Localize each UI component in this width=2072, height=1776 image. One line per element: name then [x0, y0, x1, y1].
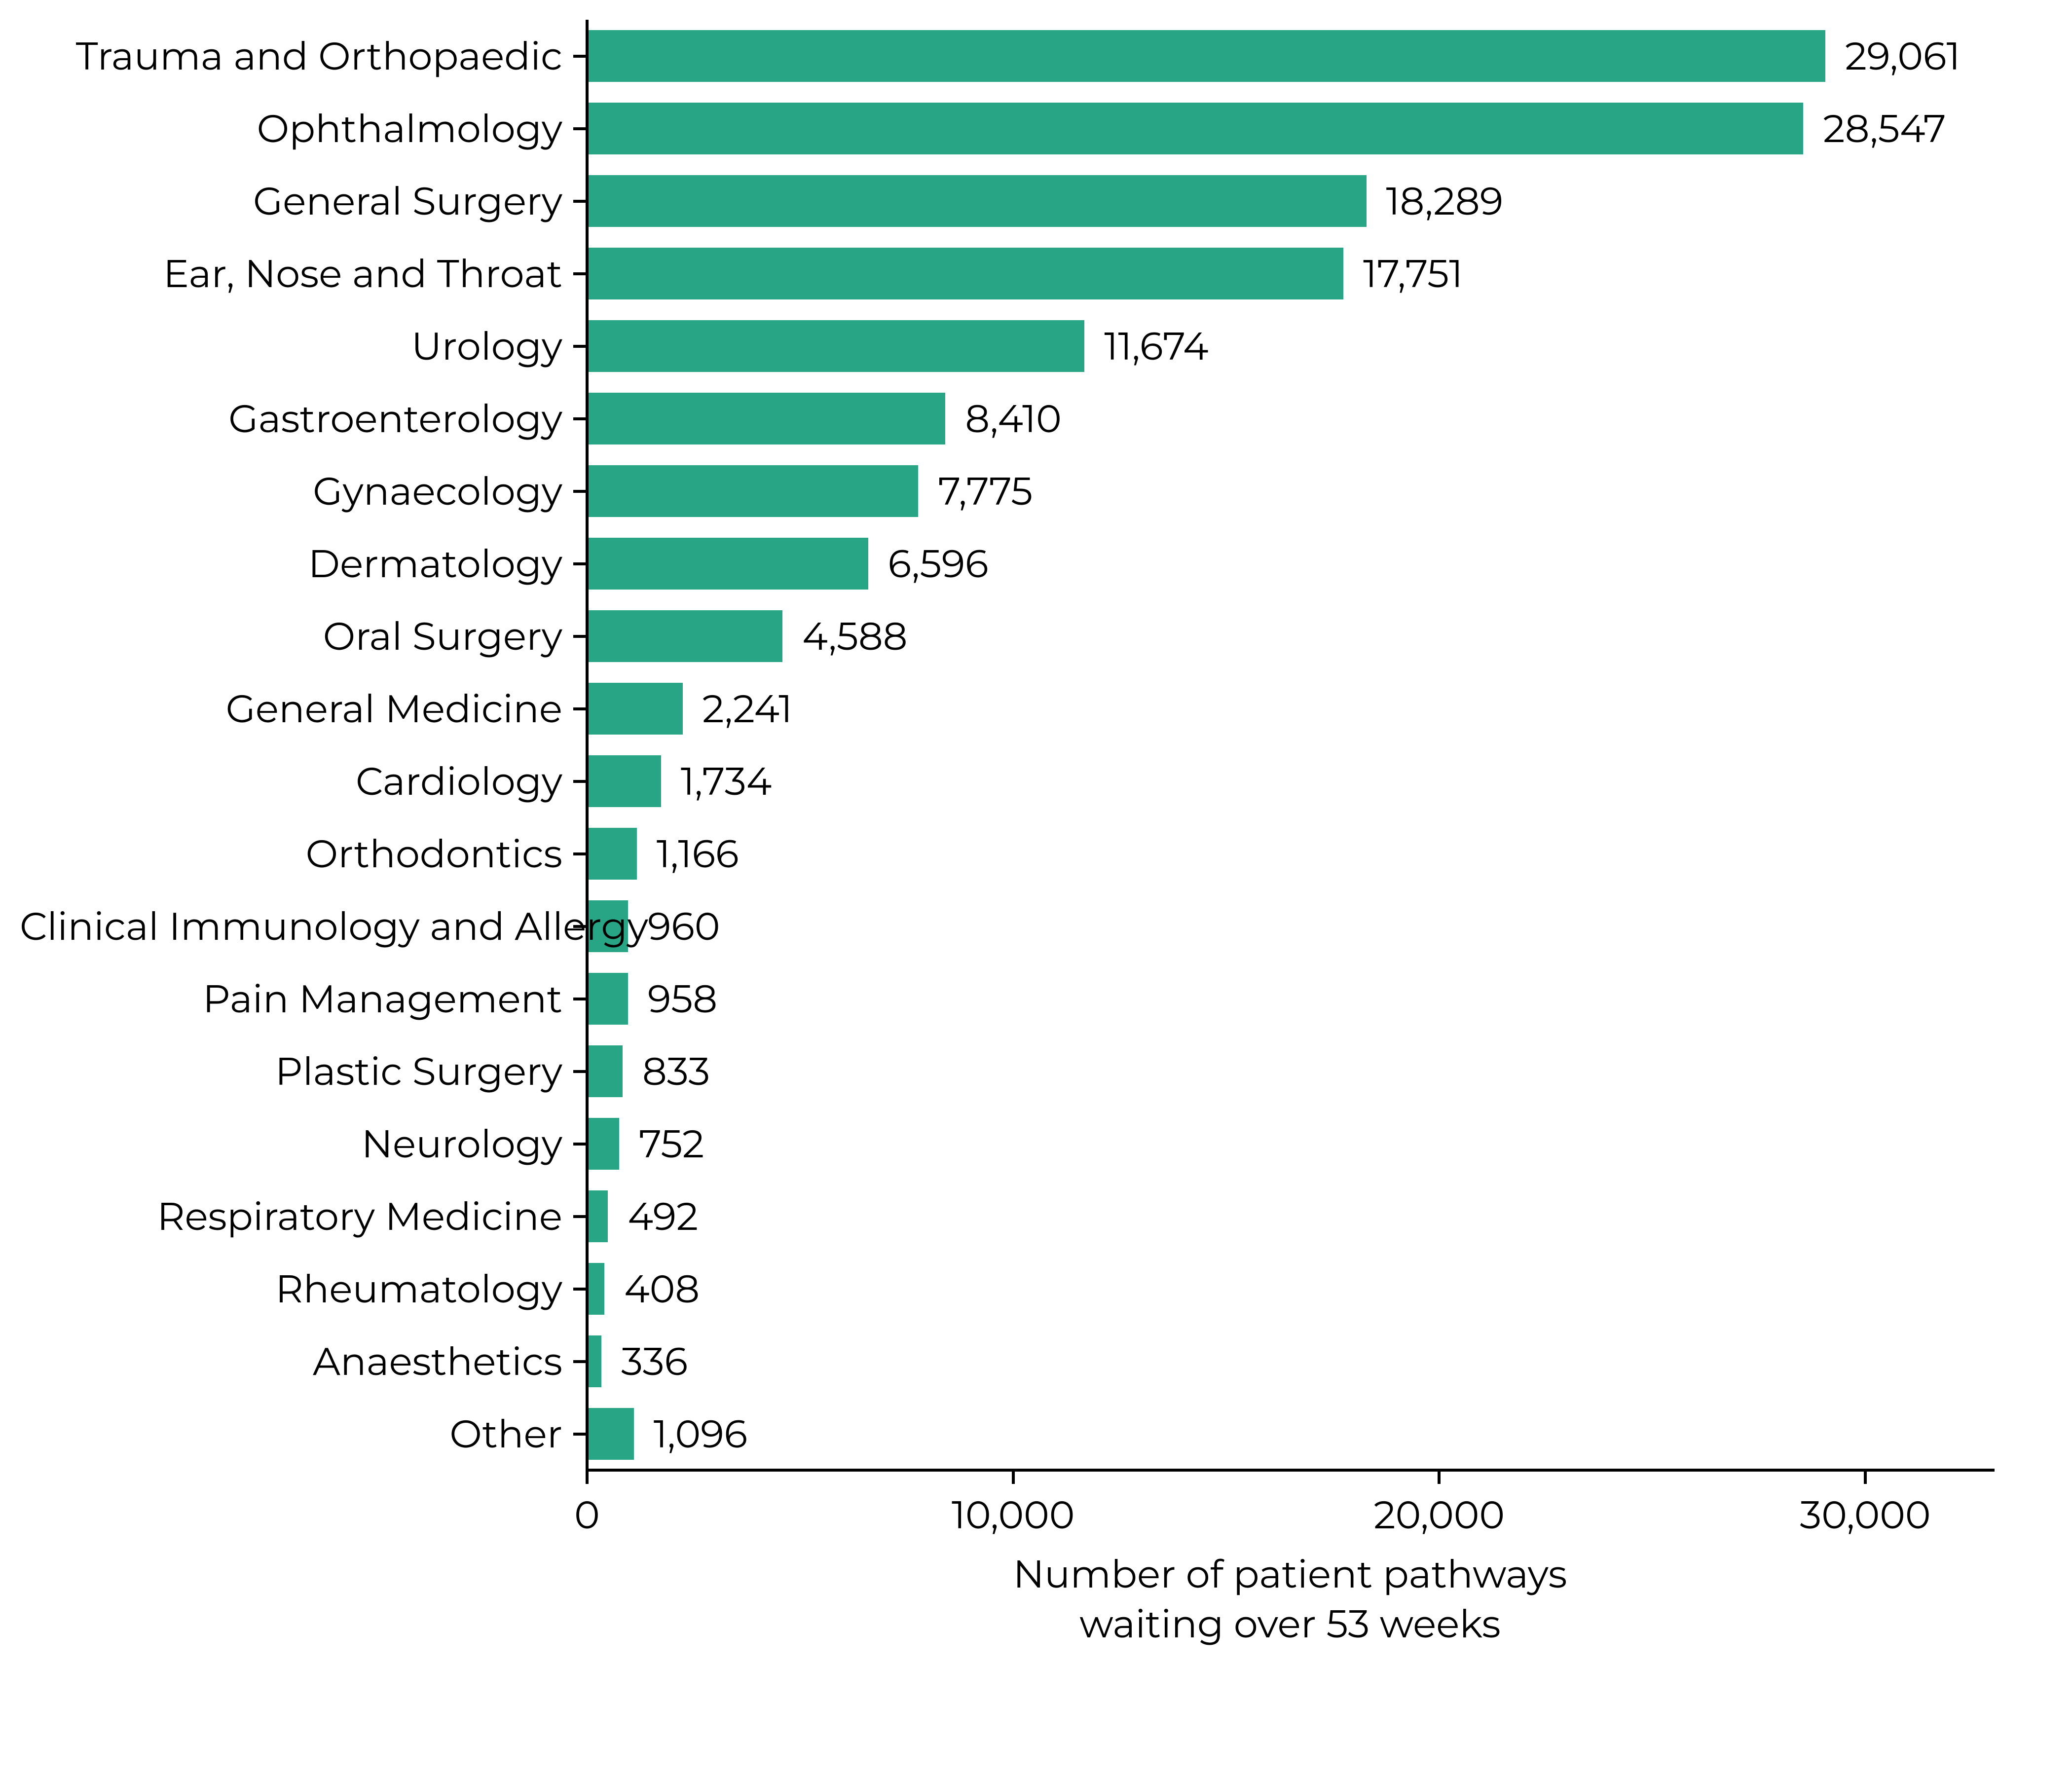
value-label: 4,588: [802, 612, 907, 660]
bar: [587, 30, 1825, 82]
y-tick: [573, 1143, 587, 1146]
bar: [587, 465, 918, 518]
y-tick: [573, 1215, 587, 1218]
bar: [587, 1335, 601, 1388]
category-label: Cardiology: [20, 757, 562, 805]
bar: [587, 973, 628, 1025]
y-tick: [573, 272, 587, 275]
y-tick: [573, 417, 587, 420]
bar: [587, 610, 782, 663]
value-label: 28,547: [1823, 105, 1946, 152]
category-label: Clinical Immunology and Allergy: [20, 902, 562, 950]
bar: [587, 1045, 623, 1098]
bar: [587, 755, 661, 808]
y-tick: [573, 490, 587, 493]
y-tick: [573, 780, 587, 783]
bar: [587, 393, 945, 445]
x-axis-line: [586, 1469, 1995, 1472]
bar: [587, 175, 1367, 227]
x-tick-label: 10,000: [890, 1491, 1137, 1538]
bar: [587, 103, 1803, 155]
y-tick: [573, 1070, 587, 1073]
value-label: 958: [648, 975, 717, 1022]
bar: [587, 828, 637, 880]
y-axis-line: [586, 20, 589, 1472]
value-label: 17,751: [1363, 250, 1463, 297]
y-tick: [573, 127, 587, 130]
category-label: Other: [20, 1410, 562, 1457]
x-tick: [1012, 1470, 1015, 1484]
category-label: Dermatology: [20, 540, 562, 587]
x-tick-label: 0: [464, 1491, 710, 1538]
y-tick: [573, 200, 587, 203]
value-label: 29,061: [1845, 32, 1961, 79]
category-label: General Medicine: [20, 685, 562, 732]
category-label: Oral Surgery: [20, 612, 562, 660]
y-tick: [573, 998, 587, 1000]
x-tick: [1438, 1470, 1441, 1484]
category-label: General Surgery: [20, 177, 562, 224]
x-tick-label: 30,000: [1742, 1491, 1989, 1538]
y-tick: [573, 55, 587, 58]
y-tick: [573, 562, 587, 565]
value-label: 2,241: [703, 685, 793, 732]
value-label: 833: [642, 1047, 710, 1095]
bar: [587, 248, 1343, 300]
value-label: 408: [624, 1265, 700, 1312]
bar: [587, 538, 868, 590]
category-label: Gynaecology: [20, 467, 562, 515]
bar: [587, 1408, 634, 1460]
category-label: Orthodontics: [20, 830, 562, 877]
value-label: 752: [639, 1120, 704, 1167]
x-tick: [1864, 1470, 1867, 1484]
category-label: Gastroenterology: [20, 395, 562, 442]
y-tick: [573, 1288, 587, 1291]
bar: [587, 683, 683, 735]
y-tick: [573, 1360, 587, 1363]
category-label: Ophthalmology: [20, 105, 562, 152]
category-label: Ear, Nose and Throat: [20, 250, 562, 297]
value-label: 7,775: [938, 467, 1033, 515]
category-label: Trauma and Orthopaedic: [20, 32, 562, 79]
category-label: Anaesthetics: [20, 1337, 562, 1385]
x-tick: [586, 1470, 589, 1484]
bar: [587, 1118, 619, 1170]
x-axis-title: Number of patient pathways waiting over …: [698, 1549, 1882, 1649]
value-label: 960: [648, 902, 720, 950]
y-tick: [573, 635, 587, 638]
bar-chart: Trauma and Orthopaedic 29,061 Ophthalmolog…: [0, 0, 2072, 1776]
value-label: 8,410: [965, 395, 1062, 442]
y-tick: [573, 345, 587, 348]
y-tick: [573, 852, 587, 855]
category-label: Plastic Surgery: [20, 1047, 562, 1095]
value-label: 1,096: [654, 1410, 747, 1457]
y-tick: [573, 1433, 587, 1436]
value-label: 1,734: [681, 757, 772, 805]
value-label: 6,596: [888, 540, 989, 587]
value-label: 336: [621, 1337, 688, 1385]
category-label: Respiratory Medicine: [20, 1192, 562, 1240]
category-label: Urology: [20, 322, 562, 370]
bar: [587, 1263, 604, 1315]
value-label: 1,166: [657, 830, 739, 877]
value-label: 492: [628, 1192, 698, 1240]
y-tick: [573, 925, 587, 928]
category-label: Rheumatology: [20, 1265, 562, 1312]
y-tick: [573, 707, 587, 710]
value-label: 11,674: [1104, 322, 1208, 370]
x-tick-label: 20,000: [1316, 1491, 1562, 1538]
bar: [587, 320, 1084, 372]
bar: [587, 1190, 608, 1243]
category-label: Neurology: [20, 1120, 562, 1167]
category-label: Pain Management: [20, 975, 562, 1022]
value-label: 18,289: [1386, 177, 1504, 224]
